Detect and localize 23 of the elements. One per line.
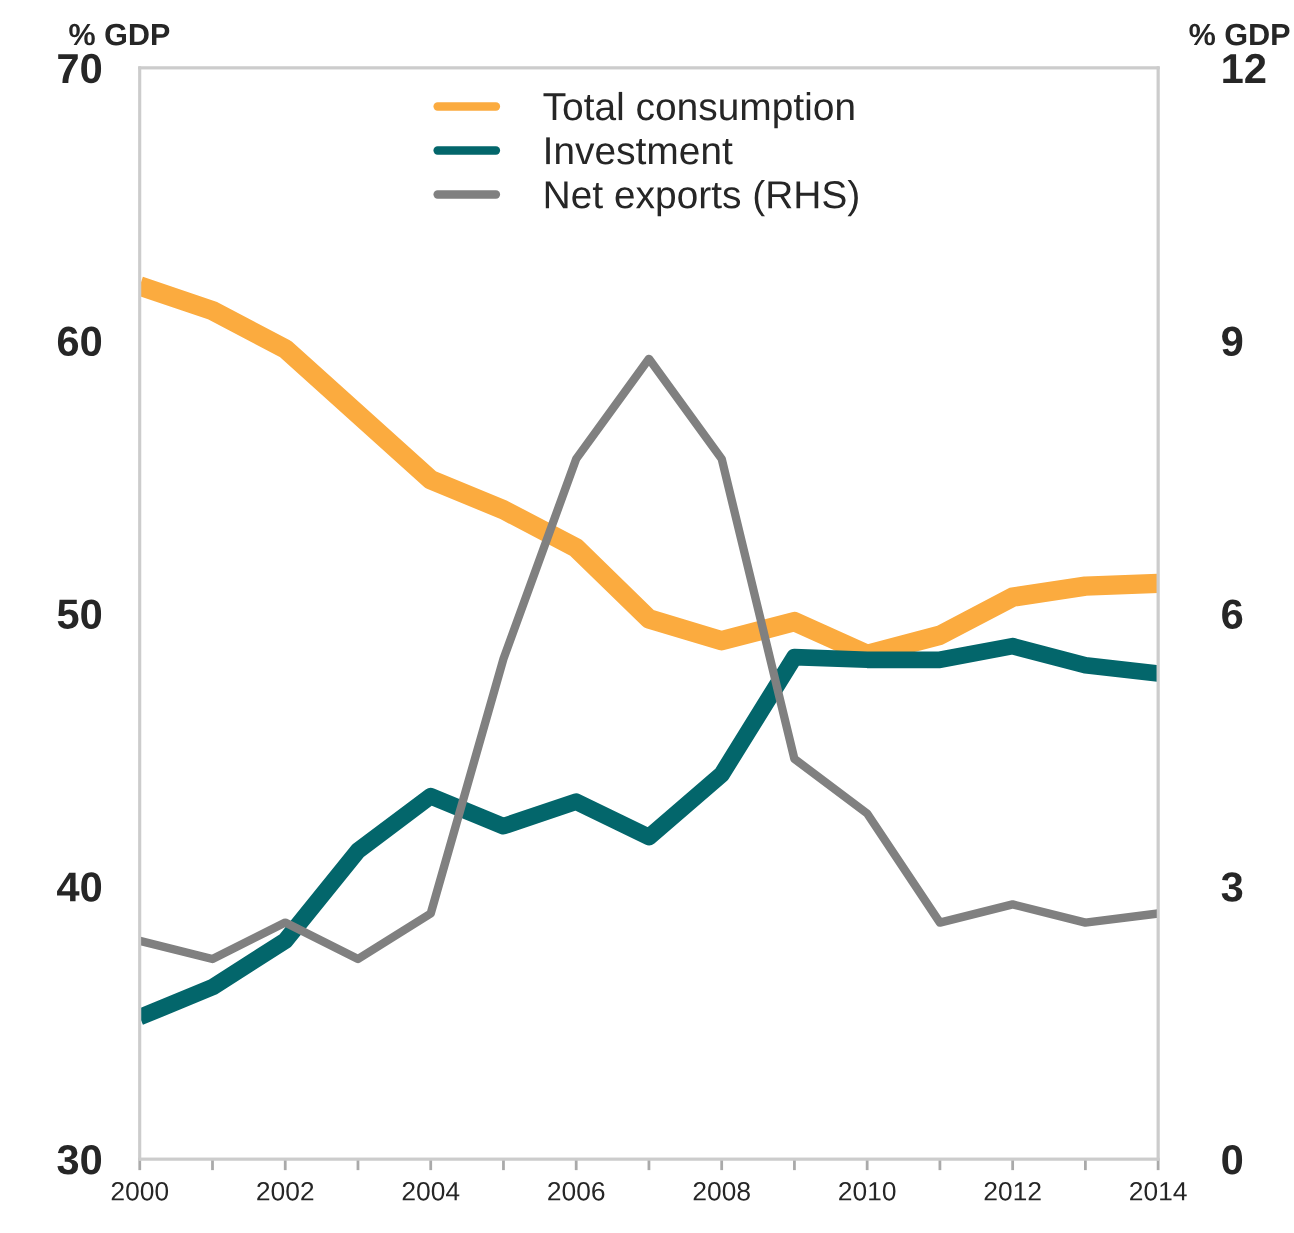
x-tick-label: 2008: [693, 1181, 750, 1201]
y-tick-label: 50: [57, 599, 102, 629]
y2-tick-label: 12: [1223, 53, 1266, 83]
y2-tick-label: 9: [1222, 326, 1243, 357]
x-tick-label: 2002: [257, 1181, 314, 1201]
x-tick-label: 2010: [839, 1181, 896, 1201]
y2-tick-label: 6: [1222, 599, 1243, 629]
y2-axis-title: % GDP: [1189, 23, 1290, 46]
y-axis-title: % GDP: [69, 23, 170, 46]
x-tick-label: 2006: [548, 1181, 605, 1201]
y-tick-label: 40: [57, 872, 102, 902]
legend-label: Net exports (RHS): [545, 179, 858, 217]
y-tick-label: 30: [57, 1145, 102, 1175]
y2-tick-label: 3: [1221, 872, 1243, 902]
x-tick-label: 2000: [111, 1181, 169, 1201]
x-tick-label: 2012: [984, 1181, 1041, 1201]
x-tick-label: 2014: [1130, 1181, 1187, 1201]
legend-label: Total consumption: [543, 91, 854, 129]
y-tick-label: 70: [58, 53, 102, 84]
y2-tick-label: 0: [1222, 1145, 1243, 1175]
x-tick-label: 2004: [402, 1181, 460, 1201]
legend-label: Investment: [546, 137, 733, 165]
y-tick-label: 60: [57, 326, 102, 357]
